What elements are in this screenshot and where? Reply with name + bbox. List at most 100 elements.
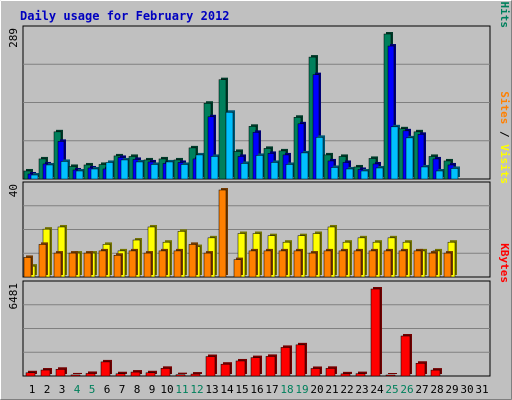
sites-bar: [218, 188, 228, 278]
x-tick-label: 11: [175, 383, 188, 396]
pages-bar: [450, 166, 460, 180]
x-tick-label: 7: [119, 383, 126, 396]
kbytes-bar: [190, 372, 202, 377]
y-max-label: 289: [7, 28, 20, 48]
sites-bar: [293, 248, 303, 278]
pages-bar: [345, 166, 355, 180]
x-tick-label: 29: [445, 383, 458, 396]
x-tick-label: 27: [415, 383, 428, 396]
kbytes-bar: [175, 372, 187, 377]
sites-bar: [383, 248, 393, 278]
x-tick-label: 1: [29, 383, 36, 396]
sites-bar: [428, 251, 438, 278]
pages-bar: [135, 159, 145, 180]
kbytes-bar: [70, 372, 82, 377]
sites-bar: [338, 248, 348, 278]
x-tick-label: 6: [104, 383, 111, 396]
chart-title: Daily usage for February 2012: [20, 9, 230, 23]
pages-bar: [300, 150, 310, 180]
series-legend: Sites / Visits: [498, 91, 511, 184]
legend-label: /: [498, 124, 511, 144]
pages-bar: [420, 164, 430, 180]
kbytes-bar: [250, 355, 262, 377]
x-tick-label: 31: [475, 383, 488, 396]
pages-bar: [45, 162, 55, 180]
sites-bar: [53, 251, 63, 278]
pages-bar: [195, 152, 205, 180]
sites-bar: [353, 248, 363, 278]
sites-bar: [443, 251, 453, 278]
sites-bar: [143, 251, 153, 278]
series-legend: Pages / Files / Hits: [498, 0, 511, 28]
kbytes-bar: [145, 370, 157, 377]
legend-label: /: [498, 0, 511, 2]
sites-bar: [398, 248, 408, 278]
x-tick-label: 3: [59, 383, 66, 396]
sites-bar: [203, 251, 213, 278]
y-max-label: 40: [7, 184, 20, 197]
x-tick-label: 18: [280, 383, 293, 396]
kbytes-bar: [430, 368, 442, 377]
pages-bar: [75, 168, 85, 180]
pages-bar: [255, 153, 265, 180]
kbytes-bar: [265, 354, 277, 377]
legend-label: Visits: [498, 144, 511, 184]
sites-bar: [278, 248, 288, 278]
x-tick-label: 20: [310, 383, 323, 396]
visits-bar: [237, 231, 247, 278]
pages-bar: [285, 162, 295, 180]
x-tick-label: 13: [205, 383, 218, 396]
pages-bar: [150, 162, 160, 180]
sites-bar: [413, 248, 423, 278]
kbytes-bar: [370, 287, 382, 377]
sites-bar: [233, 257, 243, 278]
legend-label: Hits: [498, 2, 511, 29]
pages-bar: [165, 159, 175, 180]
x-tick-label: 22: [340, 383, 353, 396]
sites-bar: [158, 248, 168, 278]
x-tick-label: 25: [385, 383, 398, 396]
x-tick-label: 26: [400, 383, 413, 396]
x-tick-label: 9: [149, 383, 156, 396]
x-tick-label: 12: [190, 383, 203, 396]
kbytes-bar: [340, 371, 352, 377]
x-tick-label: 2: [44, 383, 51, 396]
sites-bar: [98, 248, 108, 278]
sites-bar: [113, 253, 123, 278]
sites-bar: [188, 242, 198, 278]
pages-bar: [240, 161, 250, 180]
kbytes-bar: [100, 359, 112, 377]
x-tick-label: 10: [160, 383, 173, 396]
legend-label: Sites: [498, 91, 511, 124]
hits-files-pages-panel: 289 Pages / Files / Hits: [7, 0, 511, 180]
kbytes-panel: 6481 KBytes: [7, 243, 511, 377]
sites-bar: [323, 248, 333, 278]
kbytes-bar: [310, 366, 322, 377]
x-tick-label: 4: [74, 383, 81, 396]
pages-bar: [330, 165, 340, 180]
y-max-label: 6481: [7, 283, 20, 310]
pages-bar: [210, 154, 220, 180]
kbytes-bar: [385, 373, 397, 377]
pages-bar: [90, 166, 100, 180]
x-tick-label: 17: [265, 383, 278, 396]
kbytes-bar: [295, 342, 307, 377]
kbytes-bar: [355, 371, 367, 377]
pages-bar: [405, 135, 415, 180]
kbytes-bar: [280, 345, 292, 377]
sites-bar: [23, 255, 33, 278]
sites-bar: [368, 248, 378, 278]
kbytes-bar: [25, 370, 37, 377]
sites-bar: [38, 242, 48, 278]
sites-bar: [128, 248, 138, 278]
x-tick-label: 21: [325, 383, 338, 396]
kbytes-bar: [40, 368, 52, 377]
x-tick-label: 30: [460, 383, 473, 396]
x-tick-label: 24: [370, 383, 384, 396]
pages-bar: [315, 135, 325, 180]
pages-bar: [360, 168, 370, 180]
x-tick-label: 15: [235, 383, 248, 396]
x-tick-label: 14: [220, 383, 234, 396]
sites-bar: [173, 248, 183, 278]
